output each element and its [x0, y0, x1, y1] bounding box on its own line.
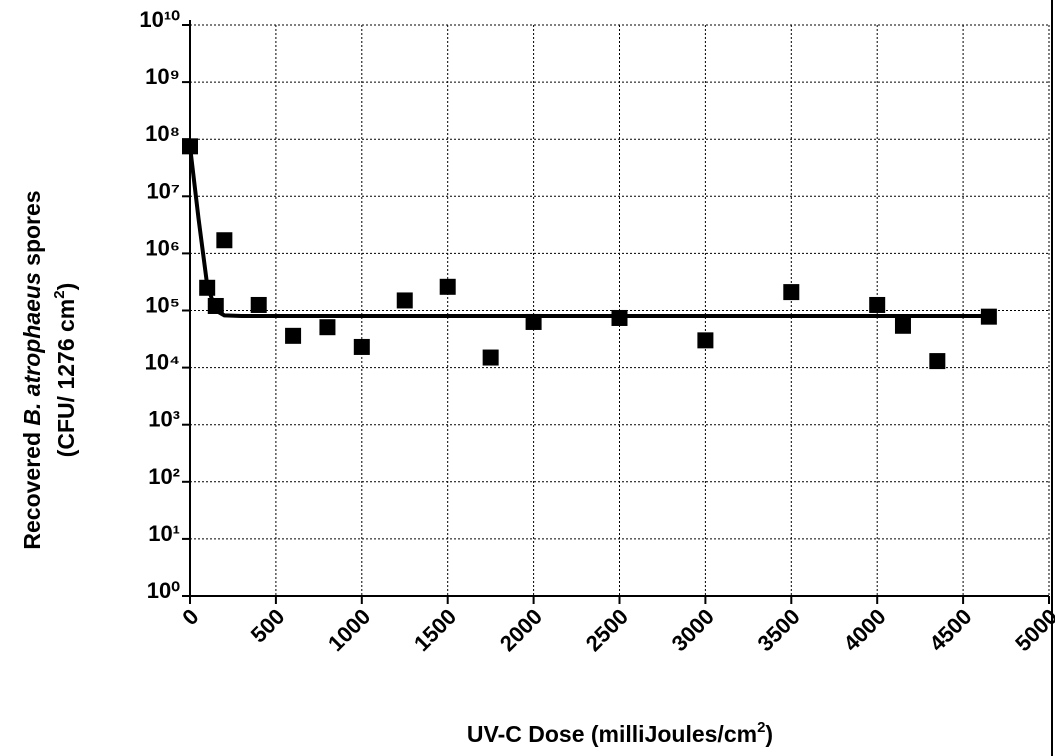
y-tick-label: 10⁷	[146, 178, 180, 203]
x-label-part: UV-C Dose (milliJoules/cm	[467, 721, 757, 747]
data-point	[396, 292, 413, 309]
data-point	[482, 349, 499, 366]
y-axis-label: Recovered B. atrophaeus spores (CFU/ 127…	[19, 190, 79, 549]
x-tick-label: 2000	[495, 604, 547, 656]
x-tick-label: 2500	[581, 604, 633, 656]
y-tick-label: 10⁹	[145, 64, 180, 89]
x-tick-label: 4000	[838, 604, 890, 656]
x-label-sup: 2	[757, 719, 765, 736]
data-point	[319, 319, 336, 336]
x-tick-label: 3500	[753, 604, 805, 656]
data-point	[783, 284, 800, 301]
y-tick-label: 10⁸	[145, 121, 180, 146]
data-point	[285, 327, 302, 344]
y-label-line: (CFU/ 1276 cm2)	[51, 283, 79, 458]
y-tick-label: 10²	[148, 464, 180, 489]
data-point	[929, 353, 946, 370]
x-tick-label: 500	[246, 604, 290, 648]
y-label-line: Recovered B. atrophaeus spores	[19, 190, 45, 549]
data-point	[250, 296, 267, 313]
x-tick-label: 3000	[667, 604, 719, 656]
y-tick-label: 10³	[148, 407, 180, 432]
data-point	[697, 332, 714, 349]
fit-line	[188, 146, 989, 319]
x-tick-label: 1000	[323, 604, 375, 656]
x-tick-label: 5000	[1010, 604, 1055, 656]
y-label-part: spores	[19, 190, 45, 272]
y-tick-label: 10⁵	[145, 293, 180, 318]
x-axis-label: UV-C Dose (milliJoules/cm2)	[467, 719, 773, 747]
y-tick-label: 10¹	[148, 521, 180, 546]
y-tick-label: 10⁴	[145, 350, 180, 375]
y-label-part: B. atrophaeus	[19, 272, 45, 425]
data-point	[439, 278, 456, 295]
data-point	[869, 296, 886, 313]
x-tick-label: 0	[177, 604, 203, 630]
y-tick-label: 10¹⁰	[139, 7, 180, 32]
data-point	[894, 317, 911, 334]
data-point	[216, 232, 233, 249]
x-tick-label: 1500	[409, 604, 461, 656]
y-tick-label: 10⁶	[145, 235, 180, 260]
x-label-part: )	[765, 721, 773, 747]
x-tick-label: 4500	[924, 604, 976, 656]
y-tick-label: 10⁰	[147, 578, 180, 603]
y-label-part: Recovered	[19, 426, 45, 550]
y-label-part: )	[53, 283, 79, 291]
y-label-part: (CFU/ 1276 cm	[53, 299, 79, 458]
y-label-sup: 2	[51, 290, 68, 298]
data-point	[353, 338, 370, 355]
